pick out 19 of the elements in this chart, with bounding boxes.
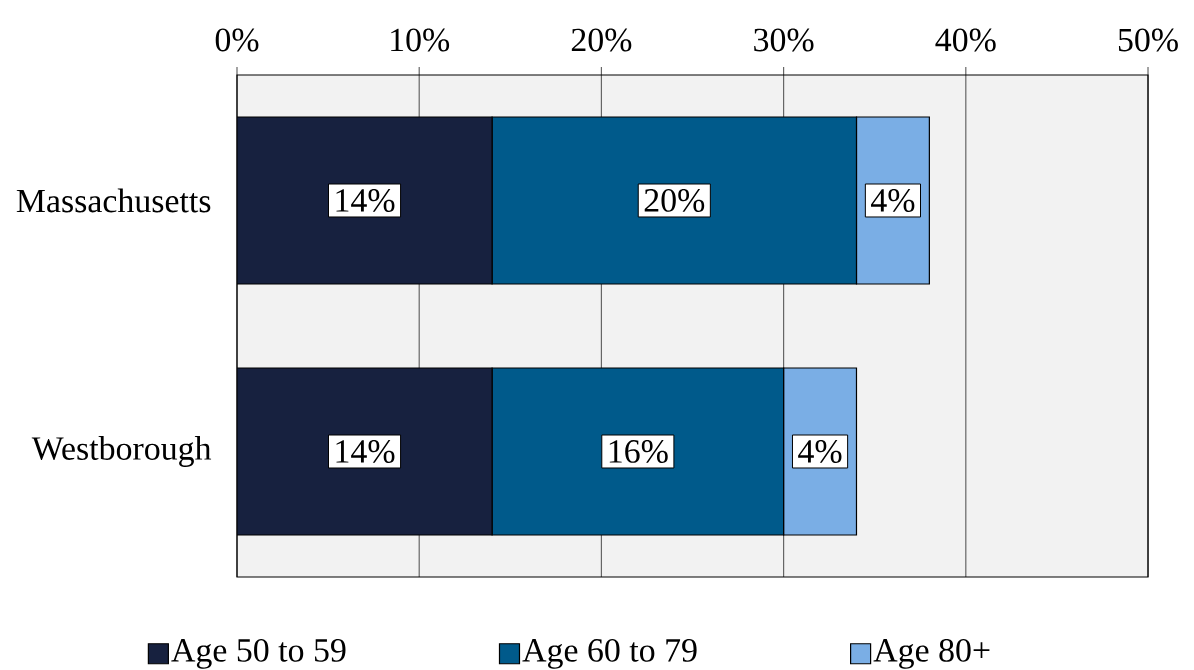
legend-label: Age 50 to 59: [171, 638, 346, 669]
data-label: 4%: [871, 189, 915, 212]
x-tick-label: 30%: [754, 28, 814, 52]
data-label: 20%: [644, 189, 705, 212]
y-tick-label: Westborough: [31, 436, 212, 467]
x-tick-label: 0%: [215, 28, 259, 52]
x-tick-label: 10%: [391, 28, 450, 52]
data-label: 14%: [336, 189, 395, 212]
x-tick-label: 50%: [1118, 28, 1178, 52]
y-tick-label: Massachusetts: [16, 188, 211, 213]
data-label: 16%: [609, 440, 668, 463]
legend-label: Age 60 to 79: [522, 638, 697, 669]
bar: [237, 116, 493, 285]
data-label: 4%: [798, 440, 842, 463]
x-tick-label: 20%: [571, 28, 632, 52]
legend-label: Age 80+: [873, 638, 990, 669]
x-tick-label: 40%: [935, 28, 996, 52]
bar: [237, 367, 493, 536]
data-label: 14%: [336, 440, 395, 463]
